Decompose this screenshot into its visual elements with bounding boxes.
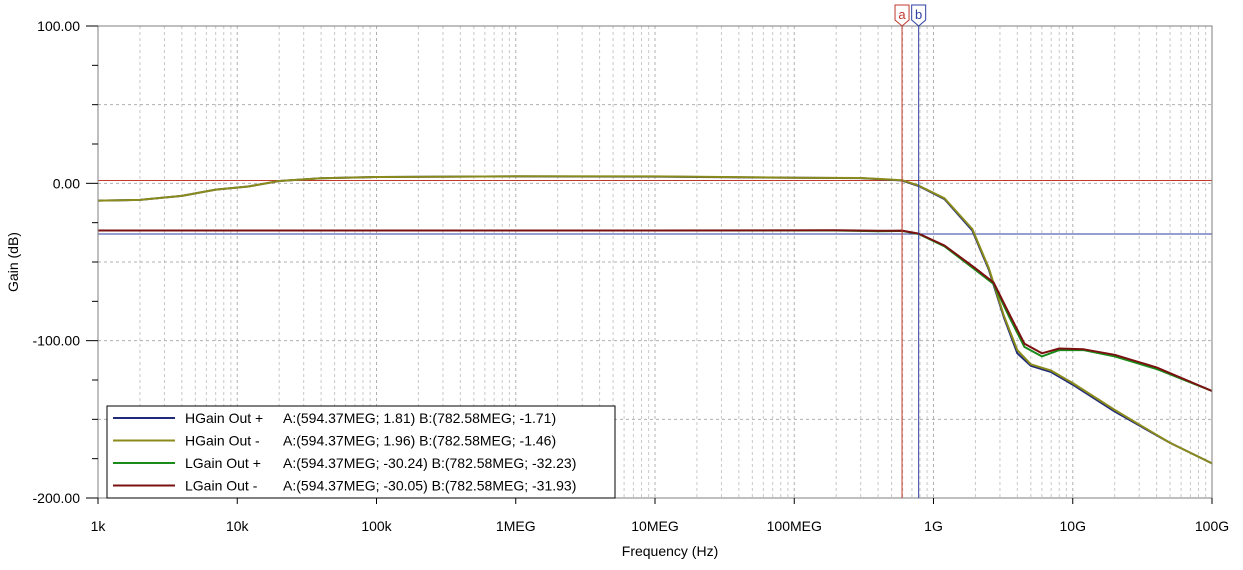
x-tick-label: 1MEG <box>496 518 536 534</box>
legend-cursor-values: A:(594.37MEG; -30.24) B:(782.58MEG; -32.… <box>283 455 576 471</box>
cursor-a-label: a <box>898 7 906 22</box>
x-tick-label: 10G <box>1060 518 1086 534</box>
x-tick-label: 1k <box>91 518 107 534</box>
legend-cursor-values: A:(594.37MEG; 1.81) B:(782.58MEG; -1.71) <box>283 410 556 426</box>
cursor-a-flag[interactable] <box>894 4 910 27</box>
x-tick-label: 100G <box>1195 518 1229 534</box>
series-line-4 <box>98 229 1213 392</box>
legend-cursor-values: A:(594.37MEG; 1.96) B:(782.58MEG; -1.46) <box>283 433 556 449</box>
x-tick-label: 10k <box>226 518 250 534</box>
x-tick-label: 10MEG <box>631 518 678 534</box>
legend-cursor-values: A:(594.37MEG; -30.05) B:(782.58MEG; -31.… <box>283 478 576 494</box>
axes: 1k 10k 100k 1MEG 10MEG 100MEG 1G 10G 100G 100.00 0… <box>33 18 1230 534</box>
legend-series-name: HGain Out - <box>185 433 260 449</box>
legend-box <box>106 405 616 499</box>
y-tick-label: 100.00 <box>37 18 80 34</box>
legend-series-name: LGain Out + <box>185 455 261 471</box>
x-axis-title: Frequency (Hz) <box>622 543 718 559</box>
cursor-b-label: b <box>915 7 922 22</box>
grid <box>97 25 1213 499</box>
y-tick-label: -200.00 <box>33 490 81 506</box>
y-tick-label: -100.00 <box>33 333 81 349</box>
x-tick-label: 1G <box>924 518 943 534</box>
x-tick-label: 100k <box>361 518 392 534</box>
x-tick-label: 100MEG <box>767 518 822 534</box>
legend-series-name: HGain Out + <box>185 410 263 426</box>
y-tick-label: 0.00 <box>53 175 80 191</box>
legend-series-name: LGain Out - <box>185 478 258 494</box>
cursor-b-flag[interactable] <box>911 4 927 27</box>
legend: HGain Out + A:(594.37MEG; 1.81) B:(782.58… <box>106 405 616 499</box>
y-axis-title: Gain (dB) <box>5 232 21 292</box>
